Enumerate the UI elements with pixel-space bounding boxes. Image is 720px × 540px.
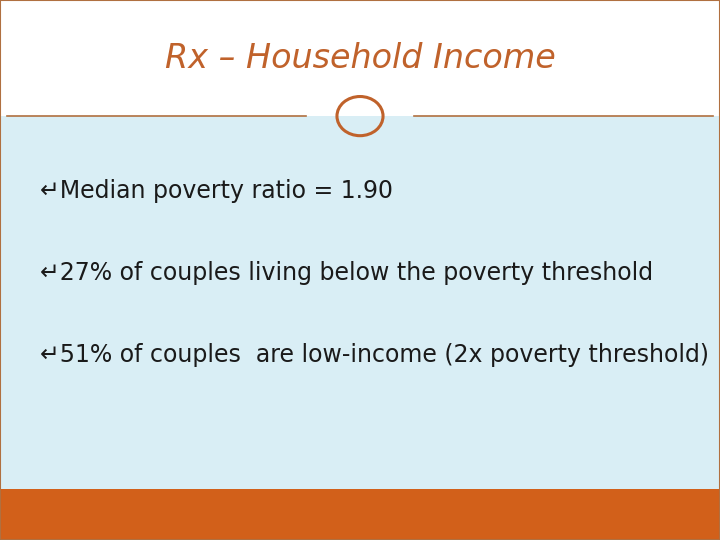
Text: ↵Median poverty ratio = 1.90: ↵Median poverty ratio = 1.90 — [40, 179, 392, 202]
Text: ↵51% of couples  are low-income (2x poverty threshold): ↵51% of couples are low-income (2x pover… — [40, 342, 708, 367]
Text: ↵27% of couples living below the poverty threshold: ↵27% of couples living below the poverty… — [40, 261, 653, 285]
Text: Rx – Household Income: Rx – Household Income — [165, 42, 555, 75]
FancyBboxPatch shape — [0, 489, 720, 540]
FancyBboxPatch shape — [0, 116, 720, 489]
FancyBboxPatch shape — [0, 0, 720, 116]
